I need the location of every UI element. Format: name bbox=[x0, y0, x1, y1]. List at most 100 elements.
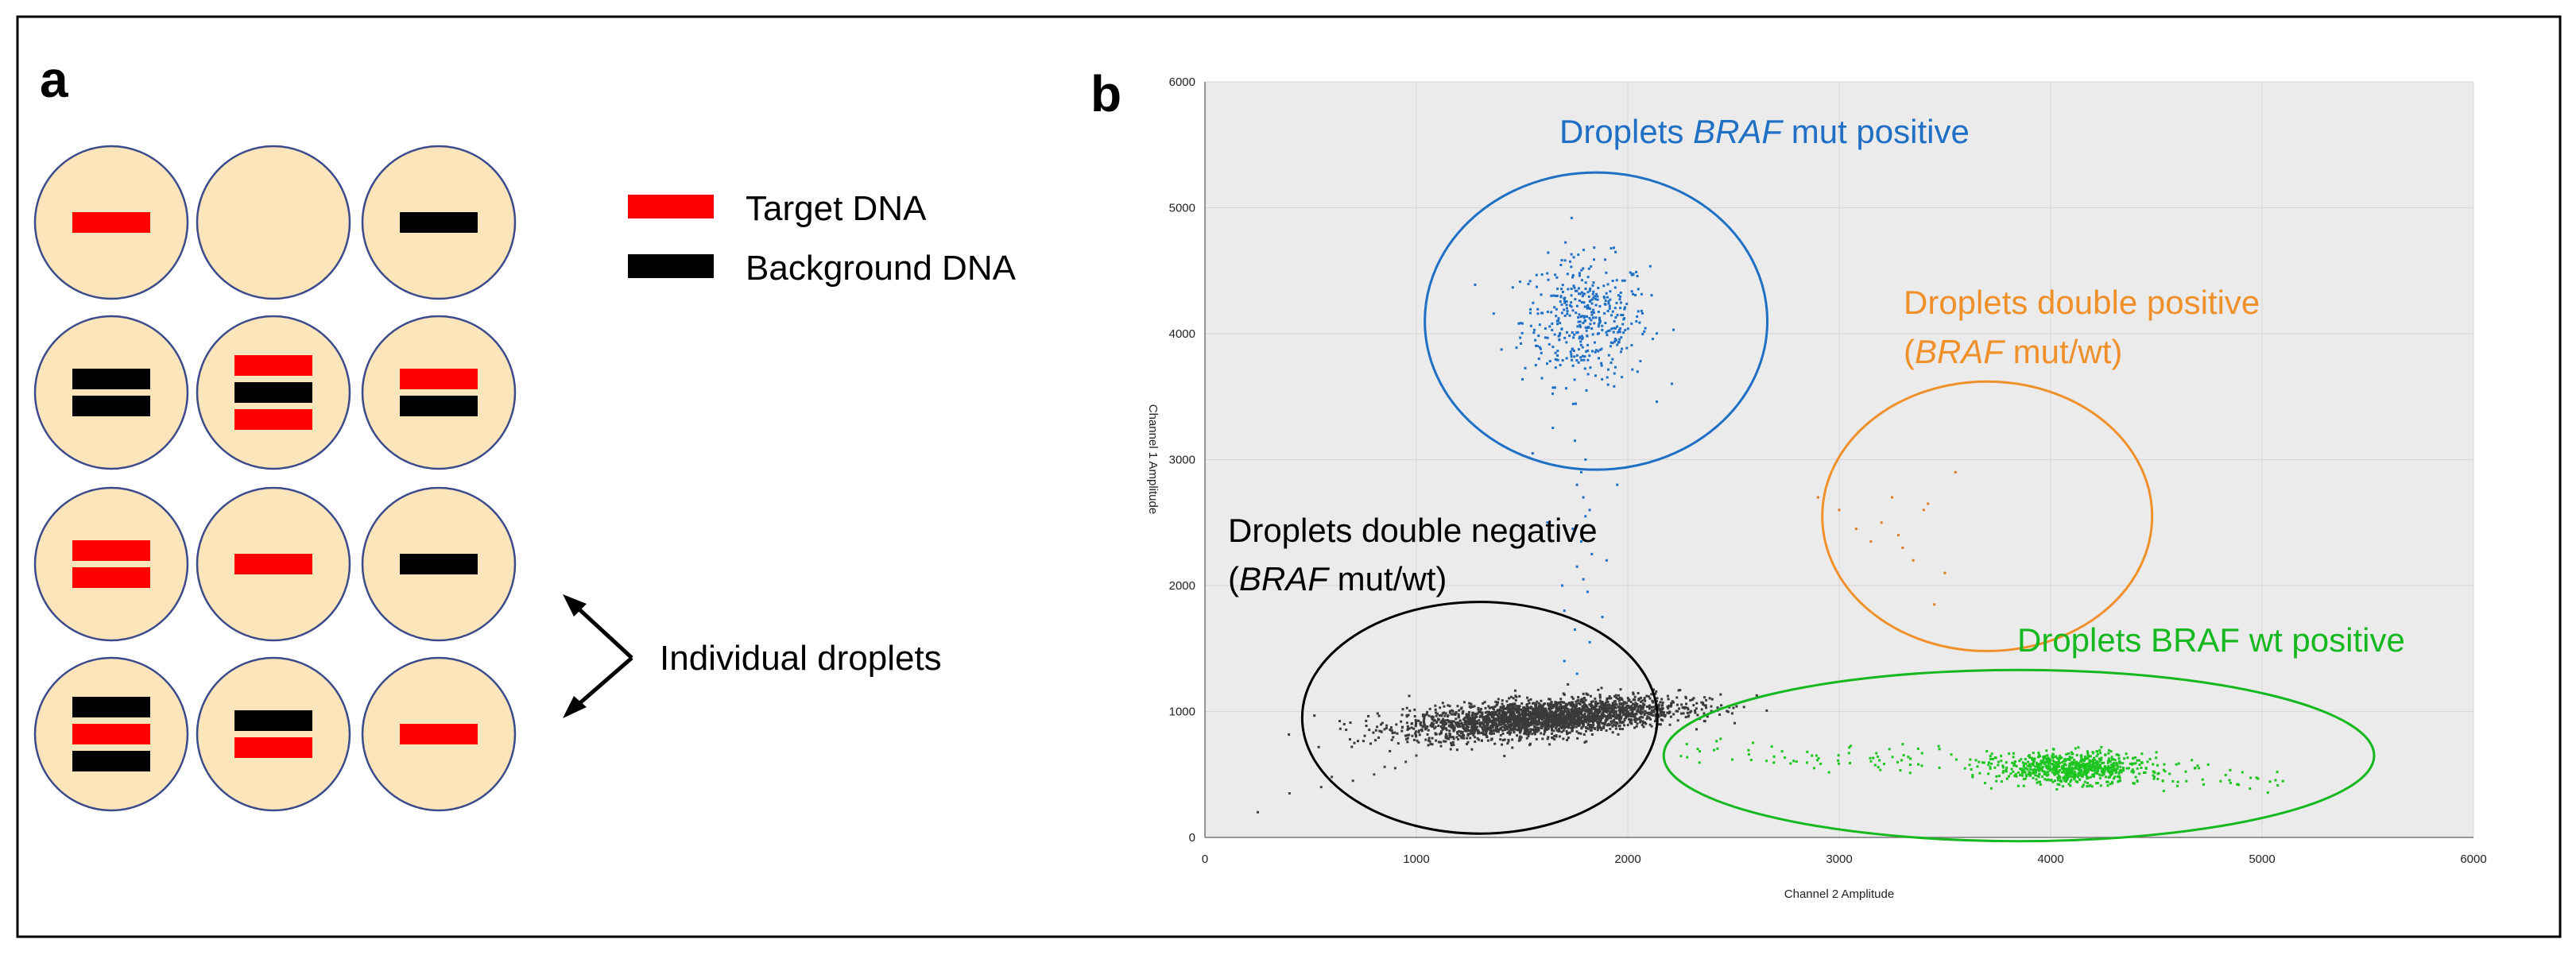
data-point bbox=[1586, 349, 1590, 352]
data-point bbox=[1608, 307, 1611, 310]
data-point bbox=[1630, 711, 1633, 714]
data-point bbox=[1487, 710, 1490, 713]
data-point bbox=[1530, 717, 1533, 721]
data-point bbox=[1654, 713, 1657, 716]
data-point bbox=[1525, 726, 1528, 729]
data-point bbox=[1749, 759, 1753, 762]
data-point bbox=[1641, 332, 1644, 335]
data-point bbox=[1575, 483, 1579, 486]
data-point bbox=[1575, 672, 1579, 675]
data-point bbox=[2131, 768, 2134, 771]
data-point bbox=[2096, 772, 2099, 775]
data-point bbox=[1489, 726, 1493, 729]
data-point bbox=[1420, 729, 1424, 733]
data-point bbox=[1622, 702, 1625, 706]
data-point bbox=[1470, 729, 1473, 732]
data-point bbox=[1586, 276, 1590, 279]
data-point bbox=[1565, 304, 1568, 307]
data-point bbox=[2161, 779, 2164, 783]
data-point bbox=[2050, 779, 2053, 782]
data-point bbox=[1581, 315, 1584, 318]
data-point bbox=[1655, 332, 1658, 335]
data-point bbox=[1656, 697, 1659, 700]
data-point bbox=[1619, 706, 1622, 709]
data-point bbox=[1618, 712, 1621, 715]
data-point bbox=[1471, 712, 1474, 715]
data-point bbox=[1463, 729, 1466, 733]
data-point bbox=[1492, 717, 1495, 720]
data-point bbox=[1490, 714, 1493, 717]
data-point bbox=[1540, 351, 1543, 354]
data-point bbox=[1571, 273, 1575, 276]
data-point bbox=[1592, 721, 1595, 724]
data-point bbox=[2045, 761, 2048, 764]
data-point bbox=[1641, 724, 1644, 727]
data-point bbox=[1444, 737, 1447, 740]
data-point bbox=[1543, 733, 1546, 736]
data-point bbox=[1620, 336, 1623, 339]
data-point bbox=[1555, 721, 1559, 725]
data-point bbox=[2117, 780, 2120, 783]
data-point bbox=[1490, 737, 1493, 740]
data-point bbox=[1566, 703, 1569, 706]
data-point bbox=[1552, 704, 1555, 707]
label-braf-wt-positive: Droplets BRAF wt positive bbox=[2017, 621, 2405, 659]
data-point bbox=[1475, 720, 1478, 723]
data-point bbox=[1342, 722, 1346, 725]
data-point bbox=[1547, 721, 1550, 725]
data-point bbox=[1660, 708, 1664, 711]
data-point bbox=[1598, 694, 1602, 697]
data-point bbox=[2096, 752, 2099, 756]
data-point bbox=[1551, 713, 1554, 717]
data-point bbox=[2086, 750, 2089, 753]
data-point bbox=[1508, 733, 1511, 736]
data-point bbox=[1816, 496, 1819, 499]
data-point bbox=[1613, 286, 1617, 289]
data-point bbox=[1594, 304, 1598, 307]
data-point bbox=[1627, 706, 1630, 709]
data-point bbox=[2119, 765, 2122, 768]
data-point bbox=[2086, 771, 2090, 774]
data-point bbox=[1465, 725, 1468, 729]
data-point bbox=[2084, 772, 2087, 775]
data-point bbox=[1705, 698, 1708, 702]
data-point bbox=[1582, 721, 1585, 724]
data-point bbox=[1578, 713, 1581, 717]
data-point bbox=[2175, 784, 2179, 787]
data-point bbox=[1579, 315, 1582, 319]
data-point bbox=[2029, 771, 2032, 775]
panel-a: a Target DNA Background DNA Individual d… bbox=[33, 51, 1017, 812]
data-point bbox=[1513, 731, 1516, 734]
data-point bbox=[1621, 709, 1625, 713]
data-point bbox=[2093, 756, 2096, 760]
data-point bbox=[1586, 715, 1589, 718]
data-point bbox=[1982, 761, 1985, 764]
data-point bbox=[1582, 713, 1585, 717]
data-point bbox=[2074, 775, 2077, 779]
data-point bbox=[1520, 342, 1523, 345]
data-point bbox=[1710, 698, 1714, 701]
data-point bbox=[1595, 292, 1598, 296]
data-point bbox=[1598, 720, 1602, 723]
data-point bbox=[1981, 761, 1985, 764]
data-point bbox=[1525, 737, 1528, 740]
data-point bbox=[1577, 287, 1580, 290]
background-dna-bar bbox=[72, 396, 150, 416]
data-point bbox=[1446, 715, 1449, 718]
data-point bbox=[1617, 328, 1621, 331]
data-point bbox=[1600, 347, 1603, 350]
data-point bbox=[1620, 717, 1623, 720]
data-point bbox=[1634, 721, 1637, 724]
data-point bbox=[2090, 785, 2094, 788]
data-point bbox=[1990, 762, 1993, 765]
data-point bbox=[1497, 712, 1501, 715]
data-point bbox=[2027, 760, 2030, 764]
data-point bbox=[1408, 709, 1412, 713]
data-point bbox=[1441, 702, 1444, 705]
data-point bbox=[1660, 713, 1663, 717]
data-point bbox=[1603, 311, 1606, 315]
data-point bbox=[1374, 729, 1377, 732]
data-point bbox=[1624, 329, 1627, 332]
data-point bbox=[1593, 717, 1596, 720]
data-point bbox=[2136, 767, 2139, 770]
